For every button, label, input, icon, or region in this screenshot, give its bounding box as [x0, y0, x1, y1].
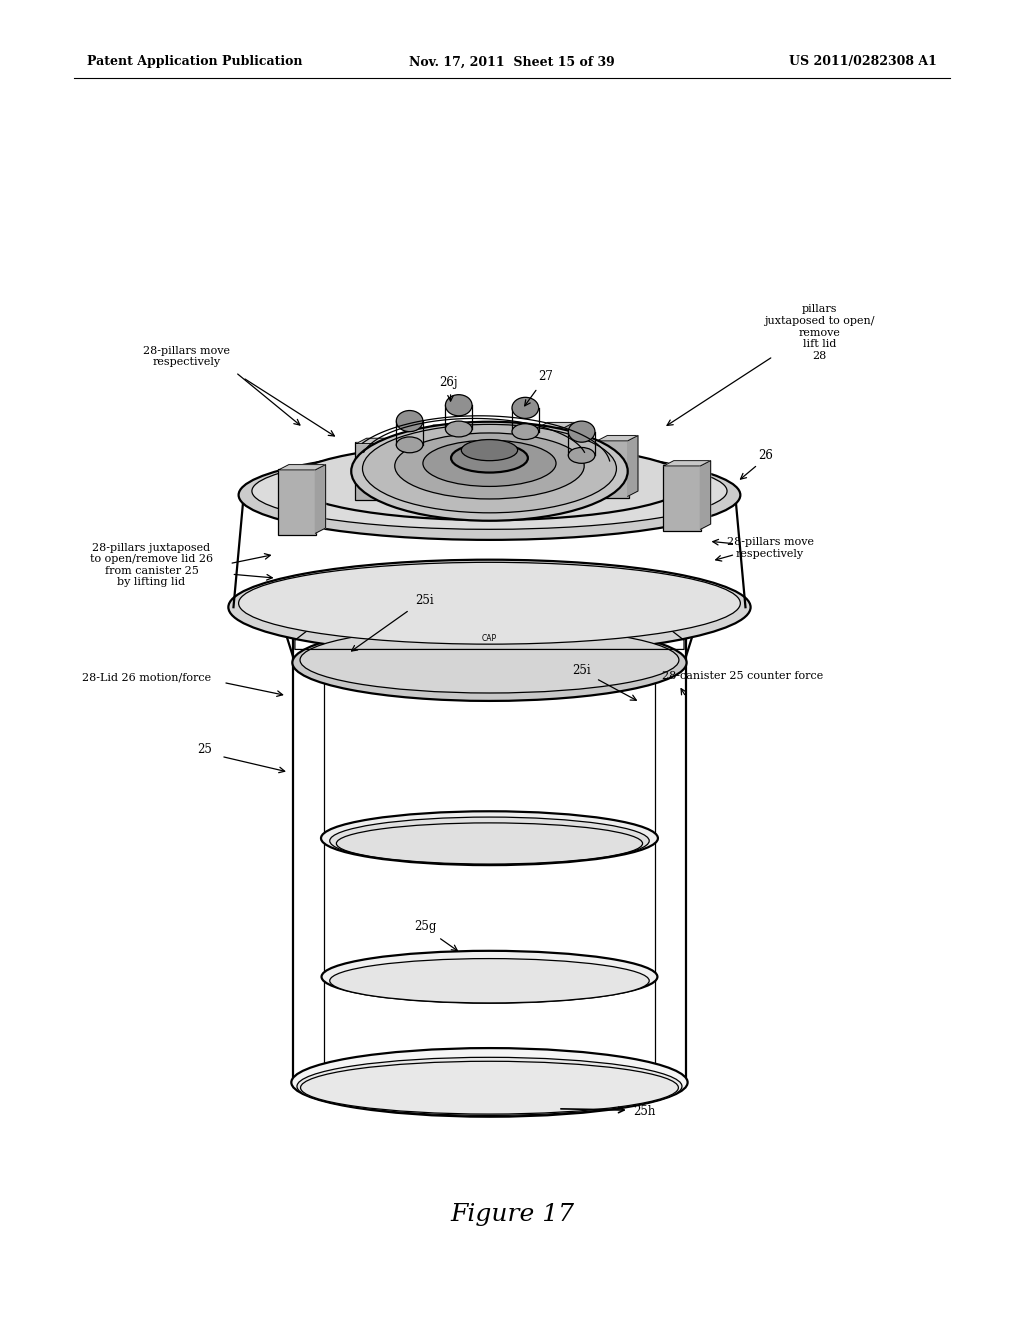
FancyBboxPatch shape: [278, 469, 316, 535]
Ellipse shape: [512, 397, 539, 418]
Ellipse shape: [423, 440, 556, 486]
Ellipse shape: [322, 812, 657, 865]
Ellipse shape: [512, 424, 539, 440]
Ellipse shape: [297, 1057, 682, 1115]
Text: 28-pillars juxtaposed
to open/remove lid 26
from canister 25
by lifting lid: 28-pillars juxtaposed to open/remove lid…: [90, 543, 213, 587]
Text: 25: 25: [198, 743, 212, 756]
Polygon shape: [700, 461, 711, 529]
Ellipse shape: [322, 950, 657, 1003]
Polygon shape: [387, 438, 397, 499]
Ellipse shape: [239, 562, 740, 644]
Ellipse shape: [295, 587, 684, 651]
Ellipse shape: [362, 425, 616, 513]
Polygon shape: [564, 422, 574, 478]
Ellipse shape: [239, 450, 740, 540]
Ellipse shape: [290, 444, 689, 520]
Polygon shape: [279, 465, 326, 470]
Polygon shape: [356, 438, 397, 444]
Text: 26j: 26j: [439, 376, 458, 389]
Ellipse shape: [291, 1048, 688, 1117]
Polygon shape: [423, 425, 460, 430]
FancyBboxPatch shape: [537, 426, 565, 479]
Polygon shape: [450, 425, 460, 480]
Ellipse shape: [396, 437, 423, 453]
Text: pillars
juxtaposed to open/
remove
lift lid
28: pillars juxtaposed to open/ remove lift …: [764, 305, 874, 360]
FancyBboxPatch shape: [355, 442, 388, 500]
Text: 28-Lid 26 motion/force: 28-Lid 26 motion/force: [82, 672, 211, 682]
Text: 25g: 25g: [414, 920, 436, 933]
Text: 25i: 25i: [572, 664, 591, 677]
Ellipse shape: [568, 447, 595, 463]
Ellipse shape: [451, 444, 528, 473]
FancyBboxPatch shape: [663, 465, 701, 531]
FancyBboxPatch shape: [422, 429, 451, 482]
Text: 28-pillars move
respectively: 28-pillars move respectively: [143, 346, 229, 367]
Text: CAP: CAP: [482, 635, 497, 643]
Text: 27: 27: [539, 370, 553, 383]
Ellipse shape: [300, 627, 679, 693]
Ellipse shape: [228, 560, 751, 655]
Text: Nov. 17, 2011  Sheet 15 of 39: Nov. 17, 2011 Sheet 15 of 39: [410, 55, 614, 69]
Ellipse shape: [330, 817, 649, 865]
Polygon shape: [628, 436, 638, 496]
Ellipse shape: [394, 433, 584, 499]
FancyBboxPatch shape: [596, 440, 629, 498]
Text: 26: 26: [759, 449, 773, 462]
Ellipse shape: [289, 585, 690, 656]
Polygon shape: [538, 422, 574, 428]
Text: 25h: 25h: [633, 1105, 655, 1118]
Text: Figure 17: Figure 17: [450, 1203, 574, 1226]
Text: 25i: 25i: [416, 594, 434, 607]
Ellipse shape: [330, 958, 649, 1003]
Text: 28-canister 25 counter force: 28-canister 25 counter force: [662, 671, 823, 681]
Ellipse shape: [351, 421, 628, 520]
Polygon shape: [315, 465, 326, 533]
Polygon shape: [664, 461, 711, 466]
Text: 28-pillars move
respectively: 28-pillars move respectively: [727, 537, 813, 558]
Ellipse shape: [396, 411, 423, 432]
Ellipse shape: [568, 421, 595, 442]
Text: US 2011/0282308 A1: US 2011/0282308 A1: [790, 55, 937, 69]
Ellipse shape: [252, 453, 727, 529]
Polygon shape: [597, 436, 638, 441]
Ellipse shape: [445, 395, 472, 416]
Text: Patent Application Publication: Patent Application Publication: [87, 55, 302, 69]
Ellipse shape: [461, 440, 517, 461]
Ellipse shape: [293, 624, 687, 701]
Ellipse shape: [445, 421, 472, 437]
